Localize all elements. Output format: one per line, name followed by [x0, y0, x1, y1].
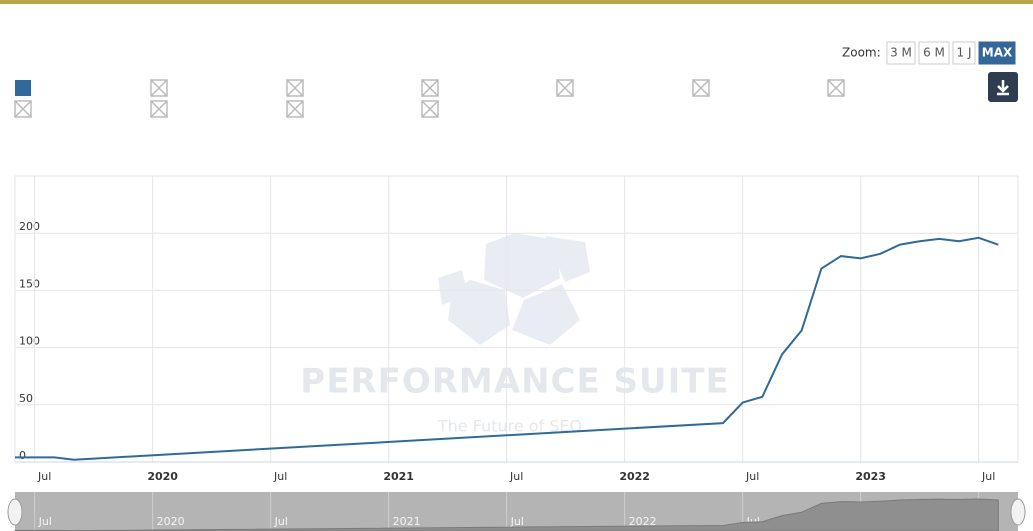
zoom-label: Zoom:: [842, 46, 881, 60]
navigator-tick-label: 2022: [629, 515, 657, 528]
y-tick-label: 50: [19, 392, 33, 405]
download-button[interactable]: [988, 72, 1018, 102]
navigator-area: [14, 498, 999, 531]
zoom-button-label: 1 J: [957, 46, 972, 60]
zoom-button[interactable]: [978, 41, 1016, 65]
top-bar: [0, 0, 1033, 4]
legend-box[interactable]: [556, 79, 574, 97]
watermark-subtitle: The Future of SEO: [437, 417, 582, 436]
x-tick-label: Jul: [981, 470, 995, 483]
navigator-tick-label: 2020: [157, 515, 185, 528]
navigator-tick-label: Jul: [510, 515, 524, 528]
zoom-button[interactable]: [886, 41, 916, 65]
zoom-button[interactable]: [918, 41, 950, 65]
zoom-button-label: 3 M: [890, 46, 912, 60]
legend-box[interactable]: [15, 80, 31, 96]
legend-box[interactable]: [286, 100, 304, 118]
legend-box[interactable]: [150, 100, 168, 118]
navigator-tick-label: 2021: [393, 515, 421, 528]
legend-box[interactable]: [150, 79, 168, 97]
watermark-logo: [438, 233, 590, 345]
x-tick-label: 2021: [383, 470, 414, 483]
x-tick-label: 2022: [619, 470, 650, 483]
zoom-button-label: 6 M: [923, 46, 945, 60]
navigator-handle[interactable]: [1010, 498, 1026, 526]
series-line: [15, 236, 999, 461]
x-tick-label: Jul: [509, 470, 523, 483]
navigator-tick-label: Jul: [38, 515, 52, 528]
legend-box[interactable]: [421, 79, 439, 97]
y-tick-label: 100: [19, 335, 40, 348]
y-tick-label: 200: [19, 220, 40, 233]
navigator-handle[interactable]: [7, 498, 23, 526]
x-tick-label: Jul: [745, 470, 759, 483]
legend-box[interactable]: [827, 79, 845, 97]
legend: [14, 79, 845, 118]
legend-box[interactable]: [14, 100, 32, 118]
watermark-title: PERFORMANCE SUITE: [300, 362, 729, 402]
x-tick-label: 2020: [147, 470, 178, 483]
y-tick-label: 150: [19, 277, 40, 290]
legend-box[interactable]: [286, 79, 304, 97]
zoom-button[interactable]: [952, 41, 976, 65]
y-tick-label: 0: [19, 449, 26, 462]
navigator-tick-label: Jul: [274, 515, 288, 528]
zoom-buttons: 3 M 6 M 1 J MAX: [886, 41, 1016, 65]
x-tick-label: Jul: [273, 470, 287, 483]
legend-box[interactable]: [421, 100, 439, 118]
x-tick-label: 2023: [855, 470, 886, 483]
legend-box[interactable]: [692, 79, 710, 97]
x-tick-label: Jul: [37, 470, 51, 483]
zoom-button-label: MAX: [982, 46, 1013, 60]
